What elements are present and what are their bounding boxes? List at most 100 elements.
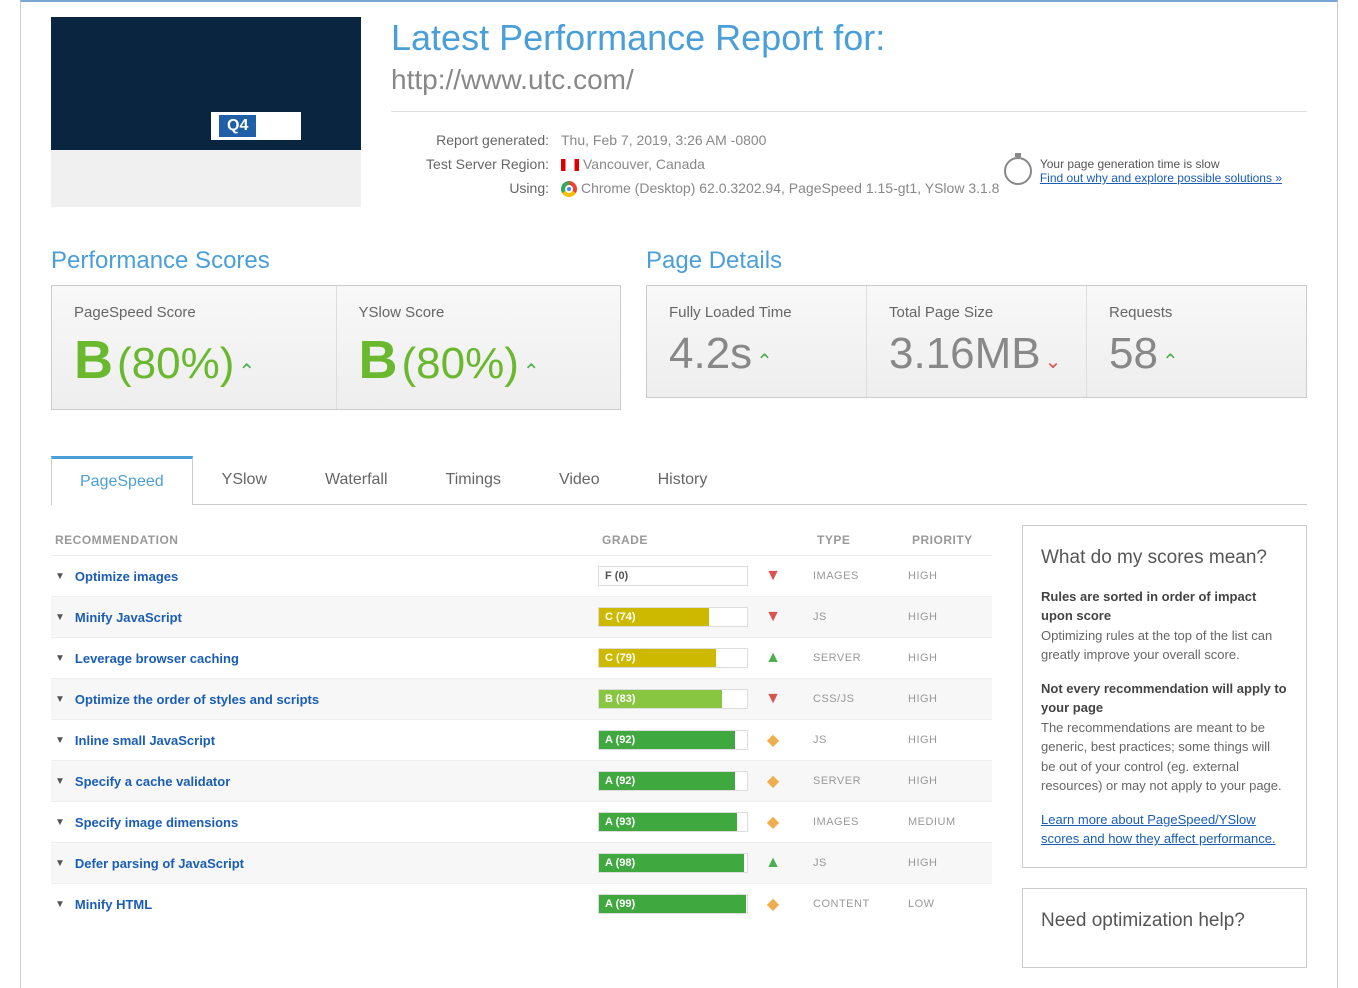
scores-help-p1: Optimizing rules at the top of the list … (1041, 628, 1272, 663)
table-row[interactable]: ▼ Inline small JavaScript A (92) ◆ JS HI… (51, 719, 992, 760)
type-cell: JS (813, 734, 908, 746)
type-cell: SERVER (813, 652, 908, 664)
tab-timings[interactable]: Timings (417, 456, 530, 505)
expand-icon: ▼ (55, 612, 65, 623)
table-row[interactable]: ▼ Minify HTML A (99) ◆ CONTENT LOW (51, 883, 992, 924)
recommendation-link[interactable]: Minify JavaScript (75, 610, 598, 625)
size-label: Total Page Size (889, 304, 1064, 321)
recommendation-link[interactable]: Specify image dimensions (75, 815, 598, 830)
yslow-pct: (80%) (402, 339, 519, 389)
trend-icon: ▲ (748, 854, 798, 872)
report-title: Latest Performance Report for: (391, 17, 1307, 59)
table-row[interactable]: ▼ Minify JavaScript C (74) ▼ JS HIGH (51, 596, 992, 637)
trend-icon: ◆ (748, 894, 798, 914)
optimization-help-box: Need optimization help? (1022, 888, 1307, 969)
yslow-grade: B (359, 329, 398, 391)
expand-icon: ▼ (55, 694, 65, 705)
col-type: TYPE (817, 533, 912, 547)
recommendation-link[interactable]: Minify HTML (75, 897, 598, 912)
scores-help-b2: Not every recommendation will apply to y… (1041, 679, 1288, 718)
priority-cell: HIGH (908, 570, 988, 582)
expand-icon: ▼ (55, 571, 65, 582)
scores-help-p2: The recommendations are meant to be gene… (1041, 720, 1282, 794)
priority-cell: HIGH (908, 693, 988, 705)
using-label: Using: (391, 180, 561, 197)
grade-bar: C (79) (598, 648, 748, 668)
requests-label: Requests (1109, 304, 1284, 321)
requests-value: 58 (1109, 329, 1158, 379)
caret-up-icon: ⌃ (1162, 349, 1179, 374)
table-row[interactable]: ▼ Optimize the order of styles and scrip… (51, 678, 992, 719)
pagespeed-grade: B (74, 329, 113, 391)
size-box: Total Page Size 3.16MB ⌄ (867, 286, 1087, 397)
tab-yslow[interactable]: YSlow (193, 456, 296, 505)
priority-cell: HIGH (908, 775, 988, 787)
scores-help-b1: Rules are sorted in order of impact upon… (1041, 587, 1288, 626)
loaded-value: 4.2s (669, 329, 752, 379)
grade-bar: A (92) (598, 730, 748, 750)
expand-icon: ▼ (55, 776, 65, 787)
expand-icon: ▼ (55, 858, 65, 869)
pagespeed-pct: (80%) (117, 339, 234, 389)
trend-icon: ▼ (748, 608, 798, 626)
tab-video[interactable]: Video (530, 456, 629, 505)
chrome-icon (561, 181, 577, 197)
notice-text: Your page generation time is slow (1040, 157, 1282, 171)
tab-waterfall[interactable]: Waterfall (296, 456, 417, 505)
flag-icon (561, 159, 579, 171)
generated-value: Thu, Feb 7, 2019, 3:26 AM -0800 (561, 132, 1307, 148)
recommendation-link[interactable]: Optimize images (75, 569, 598, 584)
type-cell: JS (813, 857, 908, 869)
yslow-score-box: YSlow Score B (80%) ⌃ (337, 286, 621, 409)
grade-bar: C (74) (598, 607, 748, 627)
type-cell: IMAGES (813, 816, 908, 828)
recommendation-link[interactable]: Leverage browser caching (75, 651, 598, 666)
caret-up-icon: ⌃ (238, 359, 255, 384)
using-value: Chrome (Desktop) 62.0.3202.94, PageSpeed… (581, 180, 999, 196)
pagespeed-label: PageSpeed Score (74, 304, 314, 321)
table-row[interactable]: ▼ Defer parsing of JavaScript A (98) ▲ J… (51, 842, 992, 883)
caret-up-icon: ⌃ (756, 349, 773, 374)
priority-cell: MEDIUM (908, 816, 988, 828)
col-priority: PRIORITY (912, 533, 992, 547)
tab-history[interactable]: History (629, 456, 737, 505)
scores-help-box: What do my scores mean? Rules are sorted… (1022, 525, 1307, 868)
recommendation-link[interactable]: Specify a cache validator (75, 774, 598, 789)
tab-pagespeed[interactable]: PageSpeed (51, 456, 193, 505)
table-row[interactable]: ▼ Optimize images F (0) ▼ IMAGES HIGH (51, 555, 992, 596)
trend-icon: ◆ (748, 812, 798, 832)
recommendation-link[interactable]: Inline small JavaScript (75, 733, 598, 748)
priority-cell: HIGH (908, 611, 988, 623)
recommendation-link[interactable]: Optimize the order of styles and scripts (75, 692, 598, 707)
type-cell: CSS/JS (813, 693, 908, 705)
size-value: 3.16MB (889, 329, 1041, 379)
type-cell: CONTENT (813, 898, 908, 910)
expand-icon: ▼ (55, 653, 65, 664)
perf-scores-title: Performance Scores (51, 247, 621, 275)
trend-icon: ▲ (748, 649, 798, 667)
expand-icon: ▼ (55, 899, 65, 910)
priority-cell: HIGH (908, 652, 988, 664)
type-cell: IMAGES (813, 570, 908, 582)
scores-help-link[interactable]: Learn more about PageSpeed/YSlow scores … (1041, 812, 1276, 847)
report-url: http://www.utc.com/ (391, 64, 1307, 112)
table-row[interactable]: ▼ Specify a cache validator A (92) ◆ SER… (51, 760, 992, 801)
priority-cell: HIGH (908, 857, 988, 869)
grade-bar: A (92) (598, 771, 748, 791)
optimization-help-title: Need optimization help? (1041, 907, 1288, 936)
notice-link[interactable]: Find out why and explore possible soluti… (1040, 171, 1282, 185)
trend-icon: ▼ (748, 690, 798, 708)
type-cell: SERVER (813, 775, 908, 787)
recommendation-link[interactable]: Defer parsing of JavaScript (75, 856, 598, 871)
priority-cell: HIGH (908, 734, 988, 746)
expand-icon: ▼ (55, 817, 65, 828)
table-row[interactable]: ▼ Specify image dimensions A (93) ◆ IMAG… (51, 801, 992, 842)
region-label: Test Server Region: (391, 156, 561, 172)
grade-bar: B (83) (598, 689, 748, 709)
region-value: Vancouver, Canada (583, 156, 705, 172)
loaded-label: Fully Loaded Time (669, 304, 844, 321)
trend-icon: ◆ (748, 730, 798, 750)
loaded-box: Fully Loaded Time 4.2s ⌃ (647, 286, 867, 397)
caret-down-icon: ⌄ (1045, 349, 1062, 374)
table-row[interactable]: ▼ Leverage browser caching C (79) ▲ SERV… (51, 637, 992, 678)
